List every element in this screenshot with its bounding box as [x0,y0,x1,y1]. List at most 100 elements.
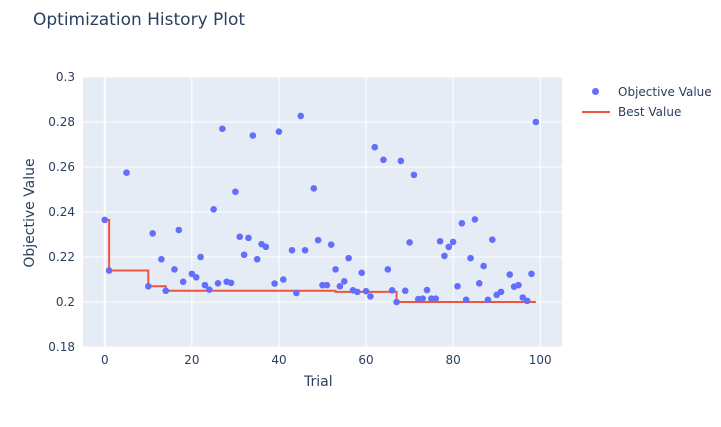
objective-point [340,278,348,285]
objective-point [345,254,352,262]
y-tick-label: 0.18 [48,340,75,354]
objective-point [262,243,270,251]
objective-point [149,230,156,237]
objective-point [436,237,444,245]
objective-point [271,280,278,287]
objective-point [489,236,496,243]
objective-point [240,251,248,259]
x-tick-label: 80 [445,353,460,367]
legend: Objective Value Best Value [582,82,712,122]
objective-point [454,282,461,290]
objective-point [397,157,405,165]
y-tick-label: 0.24 [48,205,75,219]
objective-point [227,279,235,287]
objective-point [484,296,492,304]
objective-point [301,246,309,254]
objective-point [480,262,487,270]
objective-point [280,276,287,283]
y-tick-label: 0.26 [48,160,75,174]
objective-point [410,171,418,179]
objective-point [297,112,305,120]
objective-point [192,273,200,281]
objective-point [471,216,479,223]
y-tick-label: 0.3 [56,70,75,84]
legend-swatch-objective [582,85,614,99]
objective-point [253,255,261,263]
objective-point [432,295,440,302]
objective-point [362,287,370,295]
objective-point [310,185,318,192]
x-tick-label: 60 [358,353,373,367]
x-tick-label: 20 [184,353,199,367]
objective-point [162,287,170,295]
objective-point [158,255,165,263]
objective-point [332,266,339,273]
objective-point [219,125,226,133]
objective-point [323,281,331,289]
objective-point [145,282,152,290]
legend-marker-icon [592,88,599,95]
x-tick-label: 100 [529,353,552,367]
y-tick-label: 0.22 [48,250,75,264]
objective-point [497,288,505,296]
objective-point [462,296,470,304]
objective-point [249,132,257,139]
objective-point [458,219,466,227]
y-tick-label: 0.28 [48,115,75,129]
legend-line-icon [582,111,610,113]
chart-title: Optimization History Plot [33,10,246,30]
objective-point [358,269,365,277]
objective-point [367,293,374,300]
objective-point [523,297,531,305]
objective-point [179,278,187,286]
y-tick-label: 0.2 [56,295,75,309]
objective-point [401,287,409,295]
objective-point [327,241,335,248]
objective-point [441,252,448,260]
objective-point [406,239,413,246]
objective-point [105,267,113,274]
objective-point [388,287,396,294]
objective-point [245,234,252,242]
objective-point [506,271,514,278]
objective-point [275,128,283,135]
objective-point [384,266,392,273]
legend-label-objective: Objective Value [618,85,712,99]
legend-label-best: Best Value [618,105,682,119]
objective-point [175,226,183,234]
objective-point [393,298,400,306]
legend-item-objective[interactable]: Objective Value [582,82,712,102]
x-axis-label: Trial [304,374,333,390]
x-tick-label: 0 [101,353,109,367]
objective-point [528,270,535,278]
objective-point [201,281,209,289]
objective-point [380,156,387,164]
objective-point [475,280,483,287]
objective-point [214,280,222,287]
y-axis-label: Objective Value [22,158,38,268]
objective-point [354,288,361,296]
objective-point [236,233,244,241]
objective-point [371,143,379,151]
objective-point [423,286,431,294]
legend-swatch-best [582,105,614,119]
objective-point [101,216,109,224]
objective-points [101,112,540,306]
legend-item-best[interactable]: Best Value [582,102,712,122]
objective-point [515,281,522,289]
objective-point [205,286,213,293]
x-tick-label: 40 [271,353,286,367]
objective-point [467,254,474,262]
y-tick-labels: 0.18 0.2 0.22 0.24 0.26 0.28 0.3 [48,70,75,354]
objective-point [419,295,426,302]
objective-point [293,289,300,297]
objective-point [171,266,178,273]
objective-point [314,236,322,244]
objective-point [336,282,344,290]
objective-point [449,238,457,246]
objective-point [445,243,453,251]
objective-point [210,206,217,213]
objective-point [123,169,130,176]
